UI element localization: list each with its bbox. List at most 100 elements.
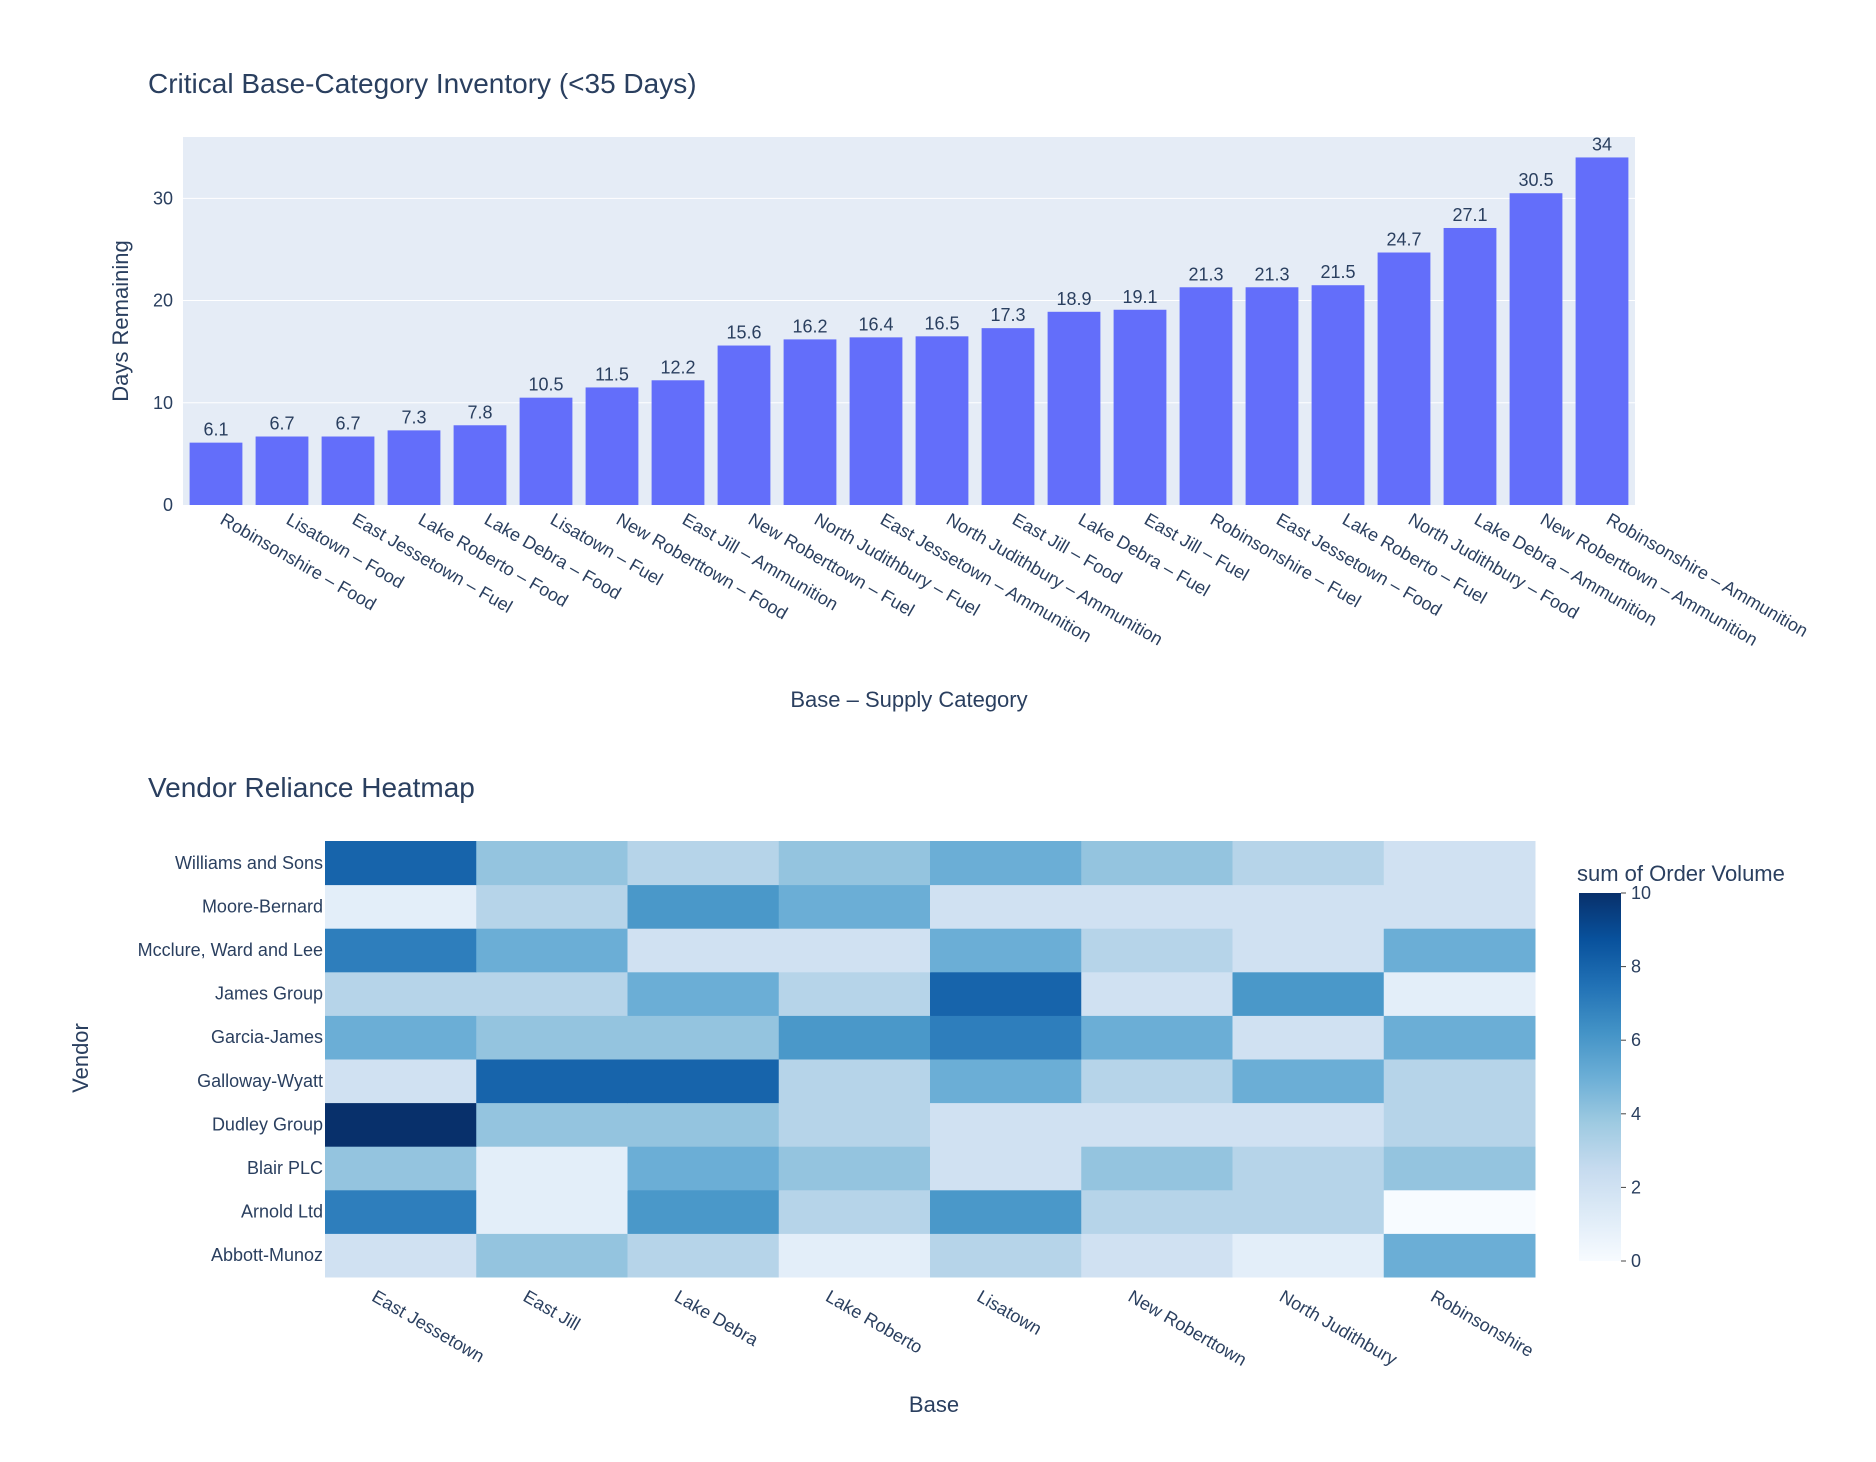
heatmap-cell [1232, 928, 1385, 973]
heatmap-cell [930, 1015, 1082, 1060]
heatmap-y-tick-label: Mcclure, Ward and Lee [138, 940, 323, 960]
bar-data-label: 30.5 [1518, 170, 1553, 190]
heatmap-cell [1081, 1102, 1233, 1147]
bar-y-axis-title: Days Remaining [108, 240, 133, 401]
colorbar-tick-label: 10 [1631, 883, 1651, 903]
heatmap-cell [627, 1233, 780, 1278]
heatmap-cell [476, 1102, 628, 1147]
heatmap-cell [930, 1059, 1082, 1104]
bar-chart-title: Critical Base-Category Inventory (<35 Da… [148, 68, 697, 99]
colorbar-title: sum of Order Volume [1577, 861, 1785, 886]
heatmap-cell [627, 1146, 780, 1191]
heatmap-cell [1383, 841, 1536, 886]
bar-data-label: 7.8 [467, 402, 492, 422]
bar-y-tick-label: 0 [163, 495, 173, 515]
heatmap-y-tick-label: Abbott-Munoz [211, 1245, 323, 1265]
heatmap-x-tick-label: North Judithbury [1276, 1286, 1400, 1369]
bar-data-label: 27.1 [1452, 205, 1487, 225]
bar [1179, 287, 1233, 505]
heatmap-x-tick-label: Lisatown [974, 1286, 1046, 1339]
bar-y-ticks: 0 10 20 30 [153, 188, 173, 515]
heatmap-cell [1383, 1189, 1536, 1234]
bar-data-label: 21.3 [1254, 264, 1289, 284]
bar-data-label: 10.5 [528, 375, 563, 395]
heatmap-cell [930, 1146, 1082, 1191]
colorbar-tick-label: 6 [1631, 1030, 1641, 1050]
heatmap-x-tick-label: Robinsonshire [1427, 1286, 1537, 1361]
bar-data-label: 12.2 [660, 357, 695, 377]
heatmap-cell [627, 928, 780, 973]
colorbar-ticks: 0 2 4 6 8 10 [1621, 883, 1651, 1271]
bar-data-label: 19.1 [1122, 287, 1157, 307]
heatmap-cell [476, 1146, 628, 1191]
bar-data-label: 15.6 [726, 323, 761, 343]
heatmap-cell [1081, 1146, 1233, 1191]
heatmap-cell [930, 884, 1082, 929]
heatmap-cell [1232, 1059, 1385, 1104]
bar [1311, 285, 1365, 505]
heatmap-cell [476, 1189, 628, 1234]
bar [1509, 193, 1563, 505]
bar-y-tick-label: 10 [153, 393, 173, 413]
heatmap-y-tick-label: Dudley Group [212, 1114, 323, 1134]
bar-data-label: 16.5 [924, 313, 959, 333]
heatmap-cell [930, 928, 1082, 973]
heatmap-cell [325, 971, 477, 1016]
heatmap-y-ticks: Abbott-Munoz Arnold Ltd Blair PLC Dudley Gr… [138, 853, 323, 1265]
bar-data-label: 17.3 [990, 305, 1025, 325]
heatmap-cell [476, 1015, 628, 1060]
heatmap-cell [1081, 1233, 1233, 1278]
heatmap-cell [476, 928, 628, 973]
heatmap-cell [325, 1015, 477, 1060]
bar [321, 436, 375, 505]
heatmap-cell [1081, 1189, 1233, 1234]
heatmap-cell [778, 1189, 931, 1234]
heatmap-cell [476, 971, 628, 1016]
heatmap-cell [778, 971, 931, 1016]
heatmap-x-tick-label: Lake Roberto [822, 1286, 926, 1357]
bar-data-label: 21.5 [1320, 262, 1355, 282]
heatmap-cell [1383, 1233, 1536, 1278]
heatmap-cell [1383, 1146, 1536, 1191]
heatmap-cell [1232, 1189, 1385, 1234]
heatmap-cell [778, 1102, 931, 1147]
heatmap-y-tick-label: Arnold Ltd [241, 1202, 323, 1222]
bar-data-label: 16.2 [792, 316, 827, 336]
heatmap-cell [627, 884, 780, 929]
bar-y-tick-label: 30 [153, 188, 173, 208]
heatmap-y-tick-label: Blair PLC [247, 1158, 323, 1178]
heatmap-cell [627, 971, 780, 1016]
bar-data-label: 18.9 [1056, 289, 1091, 309]
heatmap-cell [930, 1189, 1082, 1234]
heatmap-cell [627, 1189, 780, 1234]
heatmap-cell [1081, 928, 1233, 973]
heatmap-y-tick-label: Garcia-James [211, 1027, 323, 1047]
heatmap-y-tick-label: James Group [215, 984, 323, 1004]
heatmap-cell [778, 928, 931, 973]
bar [585, 387, 639, 505]
heatmap-cell [1383, 1102, 1536, 1147]
heatmap-cell [1232, 841, 1385, 886]
heatmap-cell [778, 1015, 931, 1060]
colorbar-tick-label: 4 [1631, 1104, 1641, 1124]
heatmap-x-tick-label: East Jessetown [369, 1286, 488, 1366]
bar-data-label: 24.7 [1386, 230, 1421, 250]
heatmap-cell [325, 928, 477, 973]
bar-data-label: 6.1 [203, 420, 228, 440]
heatmap-cell [1383, 971, 1536, 1016]
bar-data-labels: 6.1 6.7 6.7 7.3 7.8 10.5 11.5 12.2 15.6 16.2 16.4 1… [203, 134, 1612, 439]
heatmap-cell [778, 841, 931, 886]
heatmap-cell [1232, 971, 1385, 1016]
heatmap-cell [1232, 884, 1385, 929]
heatmap-cell [325, 1059, 477, 1104]
heatmap-cell [627, 841, 780, 886]
bar-data-label: 21.3 [1188, 264, 1223, 284]
heatmap-cell [778, 1059, 931, 1104]
bar [915, 336, 969, 505]
heatmap-cell [325, 1102, 477, 1147]
heatmap-cell [1081, 971, 1233, 1016]
bar-data-label: 6.7 [335, 414, 360, 434]
heatmap-cell [1232, 1015, 1385, 1060]
heatmap-cell [1081, 1015, 1233, 1060]
